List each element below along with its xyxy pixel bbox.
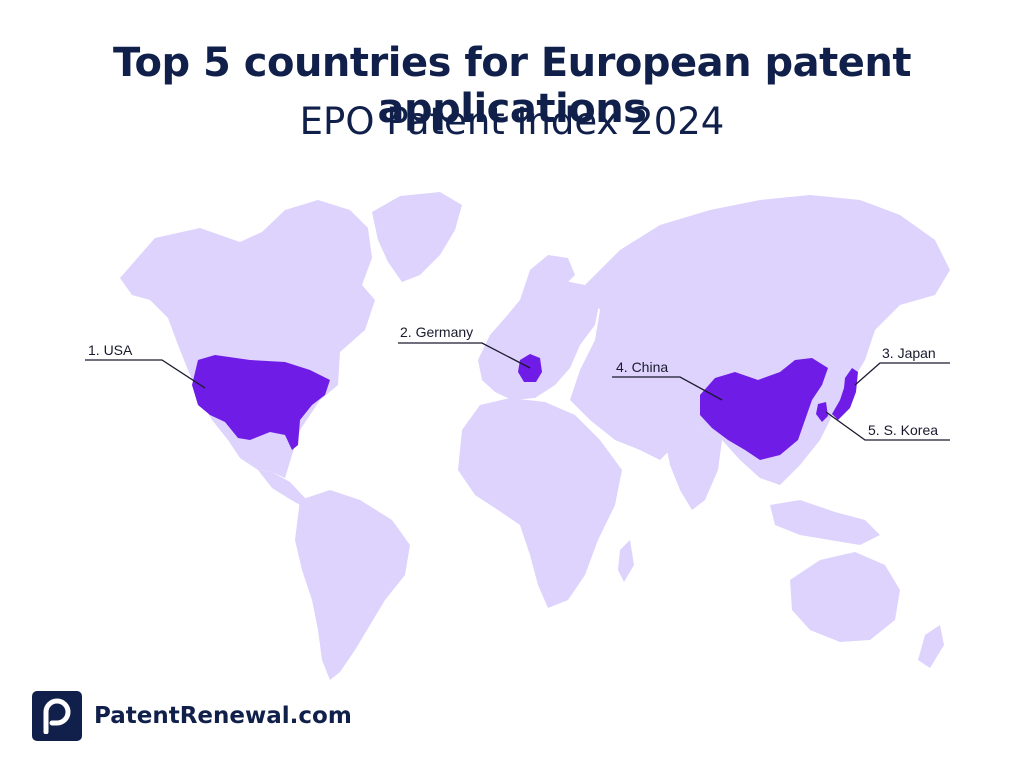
- world-map: 1. USA 2. Germany 3. Japan 4. China 5. S…: [85, 192, 950, 680]
- continent-uk: [488, 330, 502, 360]
- continent-north-america: [120, 200, 375, 478]
- leader-china: [612, 376, 723, 401]
- brand-name: PatentRenewal.com: [94, 703, 352, 729]
- label-japan: 3. Japan: [882, 345, 936, 361]
- continent-central-america: [258, 470, 305, 505]
- continent-new-zealand: [918, 625, 944, 668]
- continent-india: [665, 430, 722, 510]
- continents: [120, 192, 950, 680]
- continent-africa: [458, 398, 622, 608]
- country-labels: 1. USA 2. Germany 3. Japan 4. China 5. S…: [88, 324, 938, 438]
- leader-south-korea: [825, 411, 950, 441]
- continent-greenland: [372, 192, 462, 282]
- brand-footer: PatentRenewal.com: [32, 690, 352, 742]
- page-subtitle: EPO Patent Index 2024: [299, 100, 725, 143]
- country-usa: [192, 355, 330, 450]
- continent-scandinavia: [520, 255, 575, 300]
- country-south-korea: [816, 402, 828, 422]
- continent-australia: [790, 552, 900, 642]
- label-usa: 1. USA: [88, 342, 133, 358]
- highlighted-countries: [192, 354, 858, 460]
- leader-usa: [85, 359, 206, 389]
- country-china: [700, 358, 828, 460]
- leader-lines: [85, 342, 950, 441]
- p-logo-icon: [32, 691, 82, 741]
- continent-madagascar: [618, 540, 634, 582]
- label-china: 4. China: [616, 359, 668, 375]
- leader-japan: [854, 362, 950, 386]
- continent-europe: [478, 280, 600, 400]
- continent-asia: [570, 195, 950, 485]
- label-germany: 2. Germany: [400, 324, 473, 340]
- leader-germany: [398, 342, 531, 369]
- page-title: Top 5 countries for European patent appl…: [112, 40, 912, 132]
- country-japan: [832, 368, 858, 420]
- label-south-korea: 5. S. Korea: [868, 422, 938, 438]
- continent-se-asia: [770, 500, 880, 545]
- continent-south-america: [295, 490, 410, 680]
